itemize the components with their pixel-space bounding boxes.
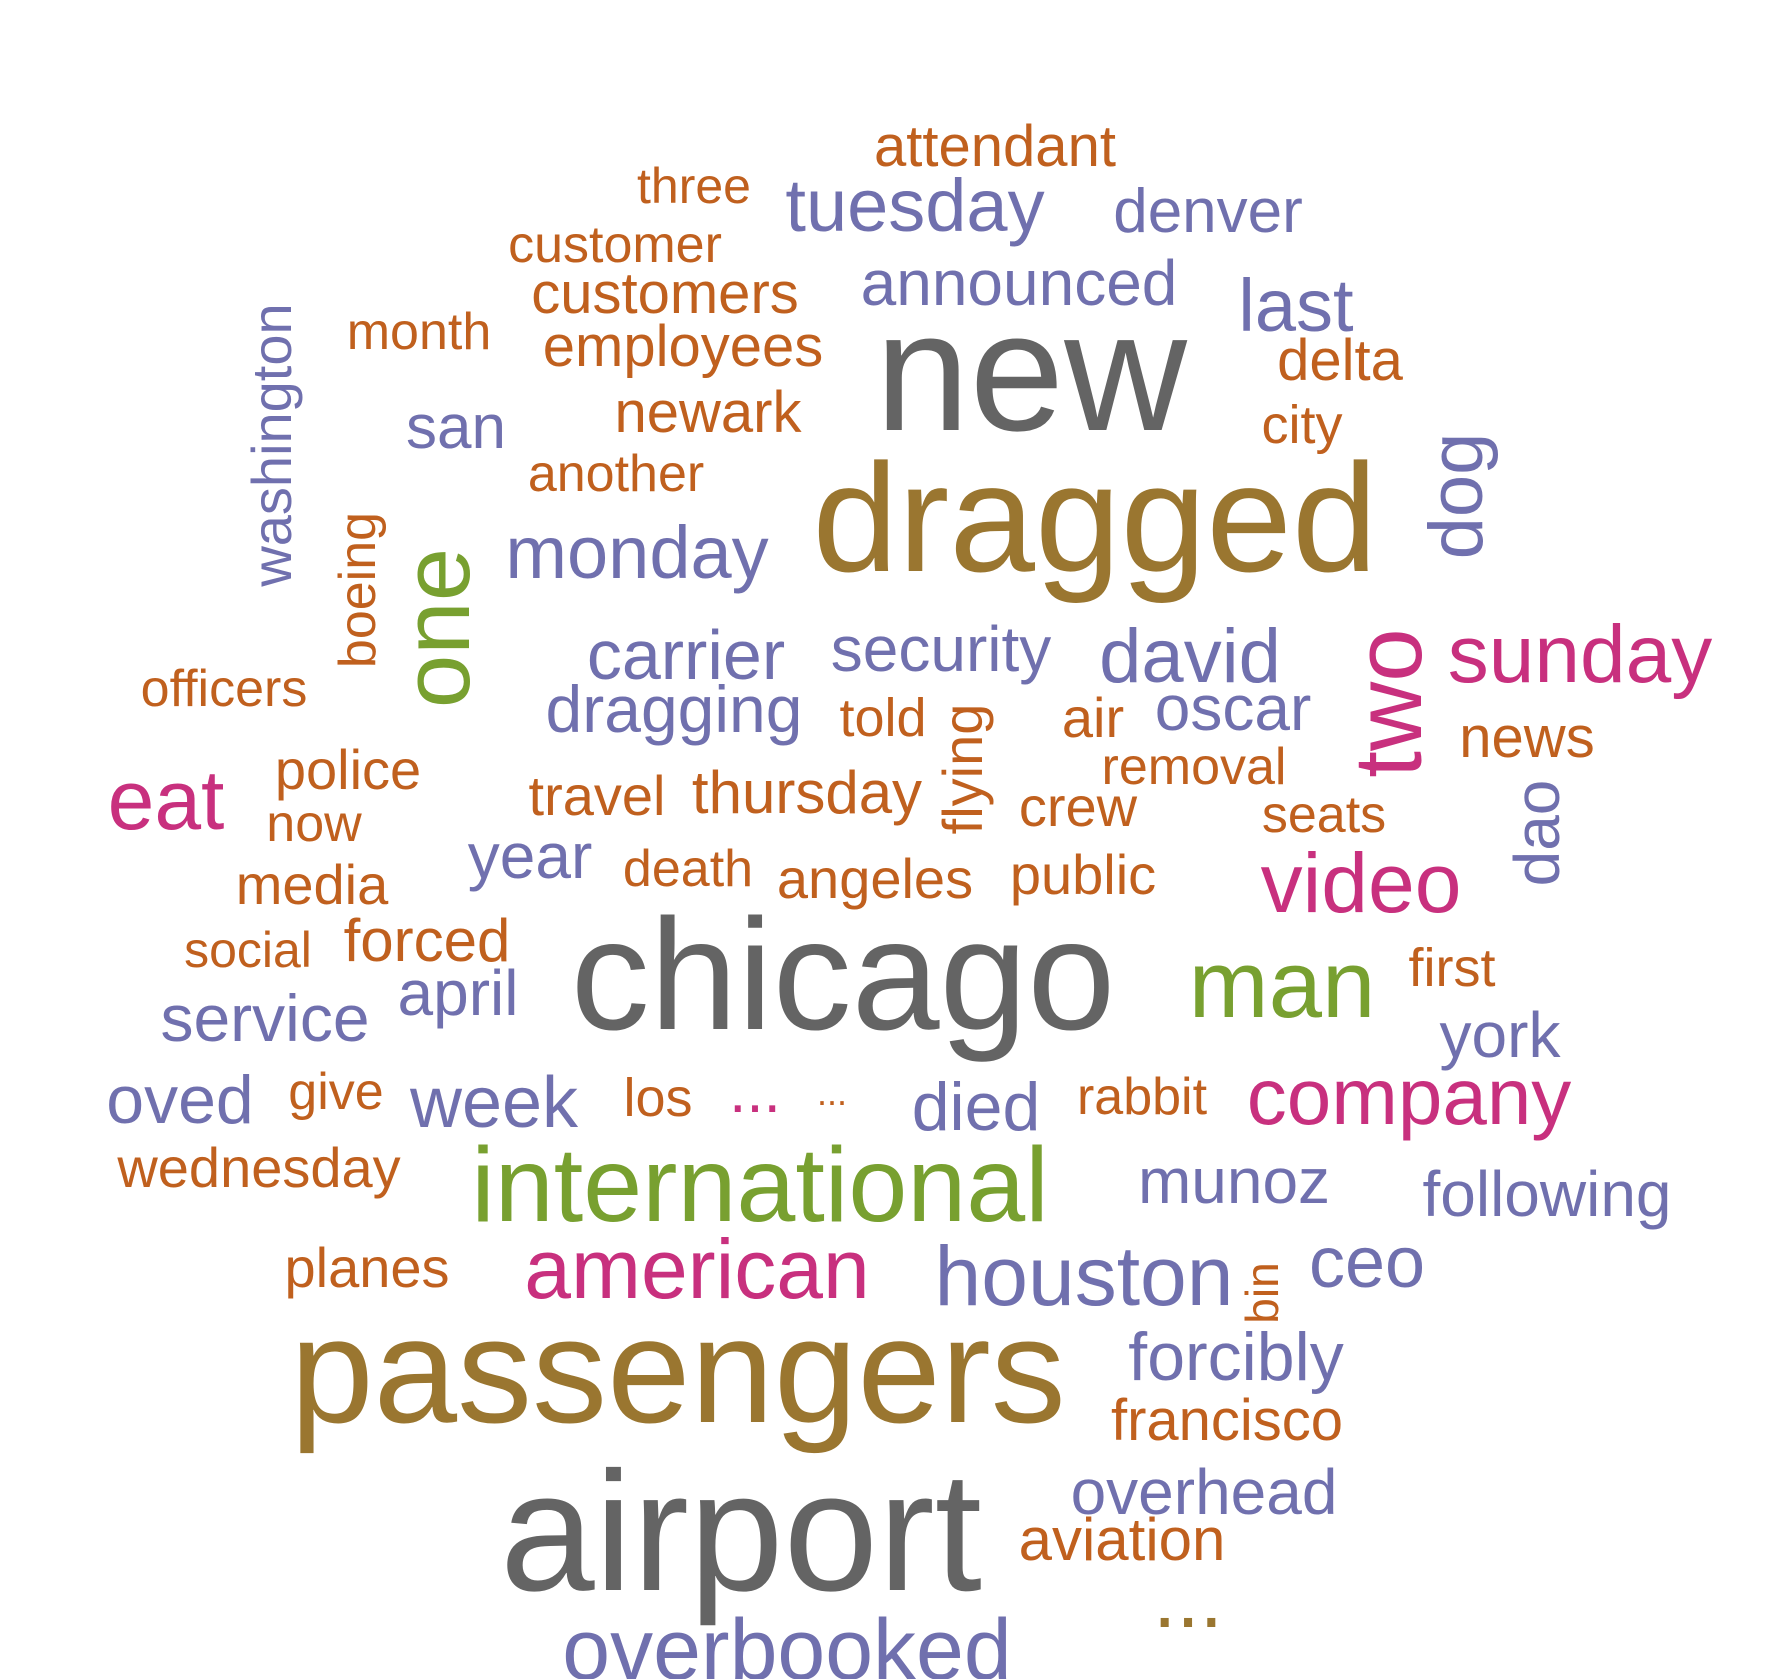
word-removal: removal: [1101, 738, 1287, 796]
word-rabbit: rabbit: [1076, 1068, 1208, 1126]
word-wednesday: wednesday: [117, 1136, 401, 1199]
word-city: city: [1261, 395, 1343, 455]
word-thursday: thursday: [691, 759, 923, 826]
word-houston: houston: [934, 1229, 1234, 1323]
word-tuesday: tuesday: [785, 164, 1045, 247]
word-monday: monday: [505, 511, 769, 594]
word-planes: planes: [284, 1236, 450, 1299]
word-washington: washington: [240, 303, 303, 587]
word-customers: customers: [531, 261, 799, 326]
word-angeles: angeles: [776, 847, 974, 910]
word-oved: oved: [106, 1062, 254, 1138]
word-seats: seats: [1261, 786, 1387, 844]
word-david: david: [1099, 614, 1281, 699]
word-company: company: [1246, 1052, 1572, 1141]
word-service: service: [160, 981, 370, 1055]
word-crew: crew: [1018, 775, 1138, 838]
word-boeing: boeing: [329, 511, 387, 669]
word-american: american: [524, 1222, 870, 1316]
word-last: last: [1238, 264, 1354, 347]
word-airport: airport: [500, 1437, 982, 1627]
word-month: month: [346, 303, 492, 361]
word-forcibly: forcibly: [1128, 1319, 1344, 1395]
word-ellipsis-2: ...: [816, 1072, 848, 1113]
word-ceo: ceo: [1308, 1223, 1426, 1303]
word-died: died: [911, 1069, 1041, 1145]
word-international: international: [471, 1126, 1049, 1244]
word-travel: travel: [528, 764, 666, 827]
word-dao: dao: [1501, 779, 1573, 887]
word-ellipsis-1: ...: [729, 1057, 781, 1126]
word-three: three: [637, 158, 751, 214]
word-news: news: [1459, 705, 1595, 770]
word-air: air: [1061, 686, 1125, 749]
word-bin: bin: [1236, 1262, 1288, 1324]
word-security: security: [830, 613, 1052, 685]
word-public: public: [1009, 843, 1157, 906]
word-now: now: [266, 795, 362, 853]
word-delta: delta: [1277, 328, 1403, 393]
word-forced: forced: [343, 907, 511, 974]
word-following: following: [1422, 1158, 1672, 1230]
word-man: man: [1188, 931, 1376, 1038]
word-newark: newark: [614, 380, 802, 445]
word-chicago: chicago: [570, 887, 1116, 1063]
word-overbooked: overbooked: [562, 1602, 1012, 1679]
word-one: one: [383, 547, 490, 709]
word-told: told: [839, 688, 927, 748]
word-death: death: [622, 840, 754, 898]
word-denver: denver: [1113, 177, 1303, 246]
word-passengers: passengers: [290, 1286, 1066, 1454]
word-overhead: overhead: [1070, 1456, 1338, 1528]
word-attendant: attendant: [874, 114, 1116, 179]
word-another: another: [527, 445, 705, 503]
word-san: san: [406, 393, 506, 462]
word-flying: flying: [931, 703, 994, 835]
word-first: first: [1408, 938, 1496, 998]
word-dragging: dragging: [545, 672, 803, 746]
word-officers: officers: [140, 660, 308, 718]
word-social: social: [184, 922, 312, 978]
word-oscar: oscar: [1154, 672, 1312, 744]
word-dragged: dragged: [812, 432, 1378, 604]
word-new: new: [875, 277, 1187, 467]
word-francisco: francisco: [1110, 1388, 1344, 1453]
word-ellipsis-3: ...: [1152, 1551, 1224, 1645]
word-aviation: aviation: [1018, 1506, 1226, 1573]
word-two: two: [1335, 628, 1442, 778]
word-april: april: [397, 957, 519, 1029]
word-york: york: [1439, 999, 1561, 1071]
word-sunday: sunday: [1447, 609, 1713, 700]
word-customer: customer: [508, 216, 722, 274]
word-give: give: [288, 1063, 384, 1121]
word-week: week: [409, 1063, 579, 1143]
word-video: video: [1260, 836, 1462, 930]
word-munoz: munoz: [1137, 1145, 1331, 1217]
word-employees: employees: [542, 314, 824, 379]
word-media: media: [235, 853, 389, 916]
word-carrier: carrier: [586, 616, 786, 694]
word-dog: dog: [1414, 432, 1499, 560]
word-announced: announced: [860, 247, 1178, 319]
word-year: year: [467, 820, 593, 892]
word-police: police: [274, 738, 422, 801]
word-los: los: [623, 1068, 693, 1128]
word-eat: eat: [107, 753, 225, 847]
